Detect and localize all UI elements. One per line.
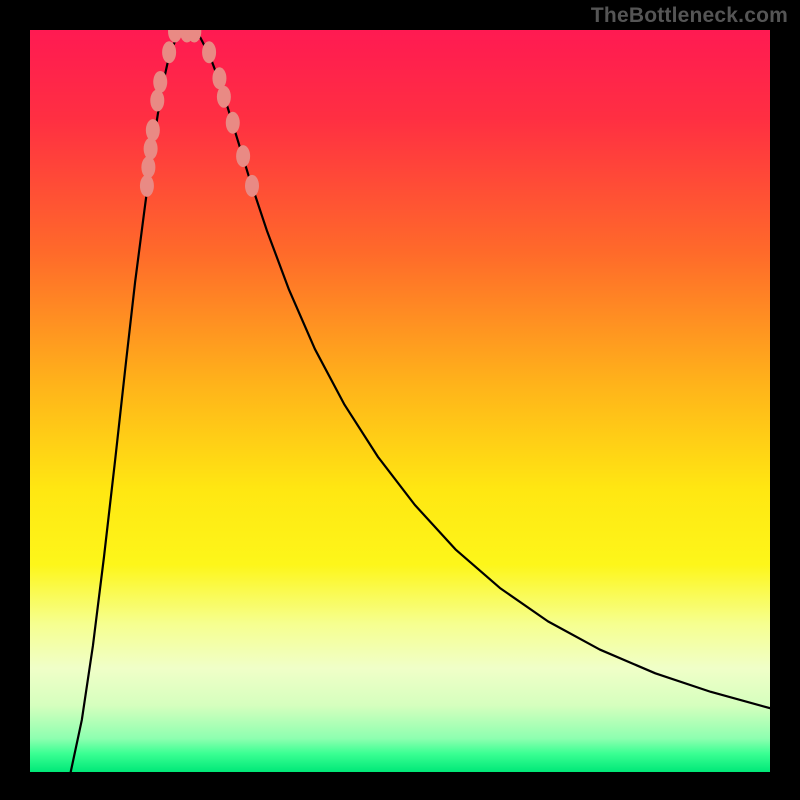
marker-dot <box>202 41 216 63</box>
marker-dot <box>140 175 154 197</box>
marker-dot <box>226 112 240 134</box>
marker-dot <box>153 71 167 93</box>
marker-dot <box>217 86 231 108</box>
marker-dot <box>141 156 155 178</box>
marker-dot <box>144 138 158 160</box>
chart-frame: TheBottleneck.com <box>0 0 800 800</box>
bottleneck-plot <box>30 30 770 772</box>
marker-dot <box>150 89 164 111</box>
watermark-text: TheBottleneck.com <box>591 4 788 28</box>
gradient-background <box>30 30 770 772</box>
marker-dot <box>146 119 160 141</box>
marker-dot <box>162 41 176 63</box>
marker-dot <box>236 145 250 167</box>
marker-dot <box>245 175 259 197</box>
